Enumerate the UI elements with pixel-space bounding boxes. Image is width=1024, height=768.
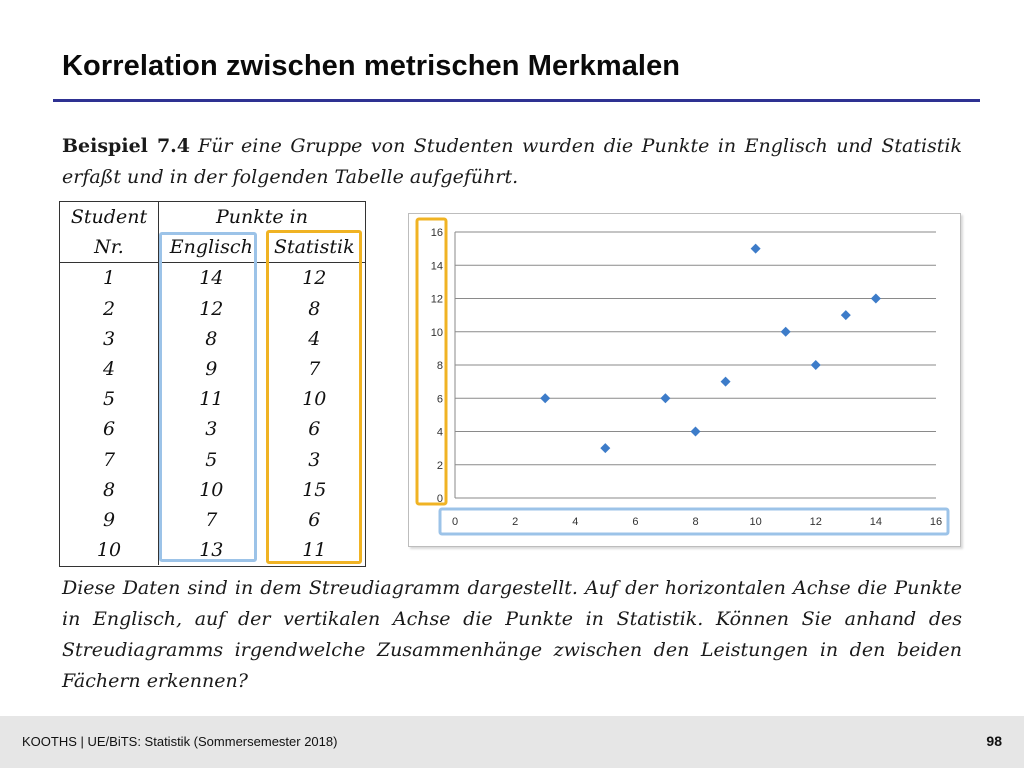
cell-student-nr: 1 bbox=[60, 262, 159, 294]
table-row: 8 10 15 bbox=[60, 474, 365, 505]
table-row: 7 5 3 bbox=[60, 444, 365, 475]
cell-statistics: 6 bbox=[308, 418, 321, 441]
x-tick-label: 6 bbox=[632, 516, 638, 528]
cell-english: 13 bbox=[199, 539, 224, 562]
data-point bbox=[540, 393, 551, 404]
cell-student-nr: 5 bbox=[60, 384, 159, 415]
table-row: 2 12 8 bbox=[60, 293, 365, 324]
scatter-chart-svg: 0 2 4 6 8 10 12 14 16 0 2 4 6 8 10 12 14 16 bbox=[415, 217, 950, 536]
header-statistics: Statistik bbox=[263, 232, 365, 264]
header-nr: Nr. bbox=[60, 232, 159, 264]
x-tick-label: 14 bbox=[870, 516, 882, 528]
table-row: 9 7 6 bbox=[60, 504, 365, 536]
cell-english: 5 bbox=[205, 448, 218, 471]
x-tick-label: 4 bbox=[572, 516, 578, 528]
data-point bbox=[840, 310, 851, 321]
header-student: Student bbox=[60, 202, 159, 233]
slide-title: Korrelation zwischen metrischen Merkmale… bbox=[62, 50, 681, 82]
cell-student-nr: 4 bbox=[60, 353, 159, 385]
x-tick-label: 16 bbox=[930, 516, 942, 528]
page-number: 98 bbox=[986, 733, 1002, 749]
cell-student-nr: 7 bbox=[60, 444, 159, 475]
cell-student-nr: 10 bbox=[60, 535, 159, 566]
cell-student-nr: 2 bbox=[60, 293, 159, 324]
description-paragraph: Diese Daten sind in dem Streudiagramm da… bbox=[62, 577, 962, 692]
table-row: 3 8 4 bbox=[60, 323, 365, 354]
data-point bbox=[690, 426, 701, 437]
cell-statistics: 15 bbox=[302, 478, 327, 501]
cell-student-nr: 8 bbox=[60, 474, 159, 505]
data-point bbox=[660, 393, 671, 404]
x-tick-label: 2 bbox=[512, 516, 518, 528]
example-text: Für eine Gruppe von Studenten wurden die… bbox=[62, 135, 963, 188]
cell-statistics: 7 bbox=[308, 358, 321, 381]
cell-english: 9 bbox=[205, 358, 218, 381]
table-row: 4 9 7 bbox=[60, 353, 365, 385]
table-row: 10 13 11 bbox=[60, 535, 365, 566]
y-tick-label: 16 bbox=[431, 227, 443, 239]
cell-statistics: 3 bbox=[308, 448, 321, 471]
cell-english: 12 bbox=[199, 297, 224, 320]
cell-statistics: 10 bbox=[302, 388, 327, 411]
header-english: Englisch bbox=[158, 232, 264, 264]
example-paragraph: Beispiel 7.4 Für eine Gruppe von Studente… bbox=[62, 131, 962, 193]
cell-student-nr: 6 bbox=[60, 414, 159, 445]
cell-statistics: 6 bbox=[308, 508, 321, 531]
cell-student-nr: 9 bbox=[60, 504, 159, 536]
y-axis-highlight bbox=[415, 217, 448, 506]
cell-english: 7 bbox=[205, 508, 218, 531]
y-tick-label: 8 bbox=[437, 360, 443, 372]
cell-statistics: 4 bbox=[308, 327, 321, 350]
table-row: 1 14 12 bbox=[60, 262, 365, 294]
footer-bar: KOOTHS | UE/BiTS: Statistik (Sommersemes… bbox=[0, 716, 1024, 768]
x-tick-label: 8 bbox=[692, 516, 698, 528]
cell-english: 11 bbox=[199, 388, 224, 411]
table-row: 6 3 6 bbox=[60, 414, 365, 445]
title-divider bbox=[53, 99, 980, 102]
scatter-chart: 0 2 4 6 8 10 12 14 16 0 2 4 6 8 10 12 14 16 bbox=[408, 213, 961, 547]
y-tick-label: 14 bbox=[431, 260, 443, 272]
data-point bbox=[600, 443, 611, 454]
data-point bbox=[750, 243, 761, 254]
y-tick-label: 4 bbox=[437, 427, 443, 439]
cell-statistics: 8 bbox=[308, 297, 321, 320]
data-point bbox=[720, 376, 731, 387]
x-tick-label: 0 bbox=[452, 516, 458, 528]
data-table: Student Punkte in Nr. Englisch Statistik… bbox=[59, 201, 366, 567]
y-tick-label: 2 bbox=[437, 460, 443, 472]
data-point bbox=[780, 326, 791, 337]
example-label: Beispiel 7.4 bbox=[62, 135, 191, 157]
footer-text: KOOTHS | UE/BiTS: Statistik (Sommersemes… bbox=[22, 734, 338, 749]
data-point bbox=[870, 293, 881, 304]
x-tick-label: 12 bbox=[810, 516, 822, 528]
cell-student-nr: 3 bbox=[60, 323, 159, 354]
english-column-highlight bbox=[159, 232, 257, 562]
cell-english: 3 bbox=[205, 418, 218, 441]
cell-statistics: 12 bbox=[302, 267, 327, 290]
data-point bbox=[810, 360, 821, 370]
cell-english: 14 bbox=[199, 267, 224, 290]
y-tick-label: 0 bbox=[437, 493, 443, 505]
y-tick-label: 6 bbox=[437, 393, 443, 405]
table-row: 5 11 10 bbox=[60, 384, 365, 415]
cell-english: 10 bbox=[199, 478, 224, 501]
x-axis-highlight bbox=[438, 507, 950, 536]
x-tick-label: 10 bbox=[750, 516, 762, 528]
y-tick-label: 10 bbox=[431, 327, 443, 339]
statistics-column-highlight bbox=[266, 230, 362, 564]
y-tick-label: 12 bbox=[431, 294, 443, 306]
cell-english: 8 bbox=[205, 327, 218, 350]
header-points: Punkte in bbox=[215, 206, 308, 229]
cell-statistics: 11 bbox=[302, 539, 327, 562]
